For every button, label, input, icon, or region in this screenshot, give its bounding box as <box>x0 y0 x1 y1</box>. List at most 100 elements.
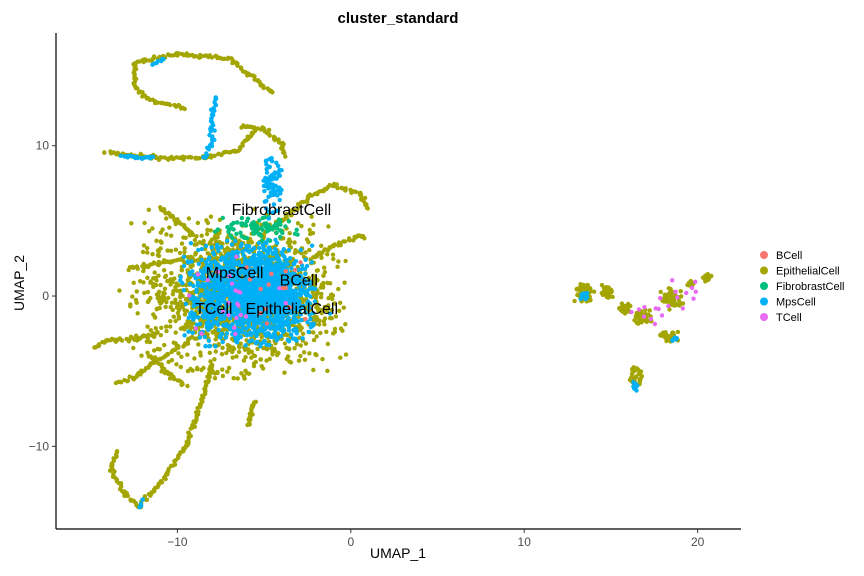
point-epithelialcell <box>199 233 204 238</box>
point-epithelialcell <box>182 106 187 112</box>
point-epithelialcell <box>338 300 343 305</box>
point-epithelialcell <box>157 289 162 294</box>
point-epithelialcell <box>134 264 140 269</box>
point-epithelialcell <box>141 243 147 248</box>
point-tcell <box>236 289 241 294</box>
point-epithelialcell <box>212 371 218 376</box>
point-mpscell <box>244 243 249 249</box>
point-mpscell <box>308 325 314 330</box>
point-epithelialcell <box>307 227 312 233</box>
point-epithelialcell <box>599 290 604 296</box>
point-tcell <box>673 289 678 294</box>
point-epithelialcell <box>177 250 183 256</box>
point-epithelialcell <box>166 295 171 301</box>
point-epithelialcell <box>145 350 150 355</box>
point-epithelialcell <box>208 359 213 364</box>
point-mpscell <box>265 180 270 185</box>
point-epithelialcell <box>182 249 187 255</box>
point-mpscell <box>249 288 254 293</box>
point-mpscell <box>264 288 269 293</box>
point-epithelialcell <box>585 283 591 288</box>
point-epithelialcell <box>675 329 681 335</box>
point-mpscell <box>202 334 207 340</box>
point-mpscell <box>199 301 204 306</box>
point-epithelialcell <box>205 220 211 226</box>
point-epithelialcell <box>252 353 258 359</box>
point-epithelialcell <box>168 324 173 329</box>
point-mpscell <box>286 290 291 296</box>
point-mpscell <box>191 303 196 309</box>
point-tcell <box>675 295 680 300</box>
point-mpscell <box>298 247 304 253</box>
point-epithelialcell <box>340 328 345 333</box>
point-epithelialcell <box>172 458 177 464</box>
point-epithelialcell <box>667 295 672 300</box>
point-mpscell <box>271 292 276 298</box>
point-epithelialcell <box>583 287 589 292</box>
point-fibrobrastcell <box>244 219 250 224</box>
point-mpscell <box>272 246 278 252</box>
point-epithelialcell <box>165 248 170 253</box>
point-mpscell <box>186 315 191 320</box>
point-mpscell <box>266 245 272 250</box>
y-tick-label: 0 <box>42 289 49 303</box>
point-mpscell <box>229 259 235 265</box>
point-mpscell <box>298 273 303 278</box>
point-epithelialcell <box>150 252 155 257</box>
point-tcell <box>653 306 658 311</box>
legend-key-tcell <box>760 313 768 321</box>
point-mpscell <box>580 292 586 297</box>
point-mpscell <box>248 330 253 335</box>
point-mpscell <box>285 262 291 267</box>
point-mpscell <box>276 294 281 299</box>
point-epithelialcell <box>179 382 184 388</box>
point-epithelialcell <box>292 346 297 351</box>
point-epithelialcell <box>173 221 178 227</box>
point-mpscell <box>214 278 220 283</box>
point-epithelialcell <box>192 237 198 243</box>
point-epithelialcell <box>179 354 184 359</box>
point-mpscell <box>261 283 266 288</box>
point-epithelialcell <box>163 476 168 482</box>
point-mpscell <box>306 305 312 311</box>
point-mpscell <box>308 316 313 322</box>
point-epithelialcell <box>284 211 290 217</box>
point-fibrobrastcell <box>274 226 280 231</box>
point-epithelialcell <box>665 298 670 303</box>
point-mpscell <box>288 287 293 292</box>
point-epithelialcell <box>199 367 204 373</box>
point-epithelialcell <box>285 354 291 359</box>
point-epithelialcell <box>162 342 167 348</box>
point-mpscell <box>257 245 262 251</box>
point-epithelialcell <box>148 328 153 333</box>
point-epithelialcell <box>124 336 129 342</box>
point-epithelialcell <box>631 365 636 370</box>
point-mpscell <box>155 58 161 64</box>
point-mpscell <box>283 258 288 263</box>
point-bcell <box>269 271 274 276</box>
point-mpscell <box>245 283 250 288</box>
point-epithelialcell <box>306 275 312 281</box>
point-epithelialcell <box>170 292 176 297</box>
point-epithelialcell <box>185 352 190 357</box>
point-mpscell <box>249 338 255 343</box>
legend-key-epithelialcell <box>760 266 768 275</box>
point-mpscell <box>200 271 206 276</box>
point-epithelialcell <box>234 354 239 359</box>
point-epithelialcell <box>154 238 159 243</box>
point-mpscell <box>211 283 217 289</box>
point-mpscell <box>243 331 248 336</box>
point-epithelialcell <box>162 155 167 160</box>
point-mpscell <box>267 265 272 270</box>
point-mpscell <box>229 242 235 247</box>
point-epithelialcell <box>173 247 179 252</box>
cluster-label-tcell: TCell <box>195 301 232 318</box>
point-epithelialcell <box>153 326 158 331</box>
point-mpscell <box>578 296 583 302</box>
point-epithelialcell <box>213 337 218 342</box>
point-mpscell <box>197 335 203 340</box>
point-mpscell <box>203 243 209 249</box>
point-mpscell <box>199 257 204 263</box>
point-epithelialcell <box>215 235 220 240</box>
